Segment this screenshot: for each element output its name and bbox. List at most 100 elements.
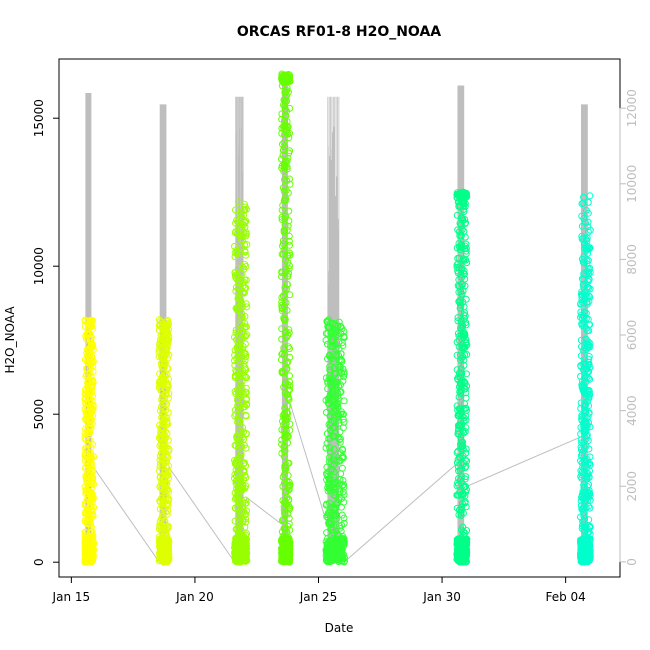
data-point [459,287,467,295]
y-axis-right: 0 2000 4000 6000 8000 10000 12000 [619,89,639,566]
data-point [323,513,331,521]
data-point [461,332,469,340]
data-point [460,269,468,277]
data-point [463,457,471,465]
data-point [327,375,335,383]
data-point [578,296,586,304]
data-point [283,391,291,399]
data-point [242,229,250,236]
data-point [86,416,94,424]
data-point [155,353,163,361]
data-point [239,517,247,525]
data-point [86,355,94,363]
data-point [283,126,291,134]
data-point [338,339,346,347]
data-point [457,221,465,229]
data-point [281,215,289,223]
data-point [330,473,338,481]
data-point [159,373,166,381]
data-point [240,476,247,484]
data-point [462,250,470,258]
data-point [329,526,337,534]
data-point [462,503,470,511]
y2-tick-label: 6000 [625,320,639,351]
data-point [462,321,470,329]
data-point [284,402,291,410]
data-point [240,441,248,449]
data-point [243,401,251,409]
data-point [578,547,585,555]
data-point [281,194,289,202]
data-point [240,468,248,475]
data-point [281,176,289,184]
data-point [281,88,289,96]
data-point [159,500,167,508]
data-point [241,523,249,531]
data-point [325,323,333,331]
data-point [457,390,464,398]
data-point [81,452,89,460]
data-point [286,420,294,428]
data-point [586,423,594,431]
data-point [237,312,245,320]
data-point [89,401,97,409]
data-point [238,431,246,439]
data-point [286,345,293,353]
points-rf05 [322,316,348,566]
data-point [577,352,585,360]
data-point [585,353,593,360]
data-point [340,370,348,378]
data-point [584,469,592,477]
data-point [578,222,586,230]
data-point [584,209,592,217]
data-point [235,375,243,383]
data-point [458,266,466,274]
data-point [457,318,465,325]
data-point [158,363,166,371]
x-tick-label: Feb 04 [545,590,585,604]
data-point [326,412,334,420]
data-point [279,516,287,524]
data-point [278,162,286,170]
data-point [284,189,292,197]
data-point [461,428,469,436]
data-point [83,412,91,420]
data-point [237,235,245,243]
data-point [232,549,240,557]
data-point [82,557,90,565]
data-point [330,424,338,432]
points-rf06 [453,188,471,566]
data-point [584,218,592,226]
data-point [87,316,95,324]
data-point [85,342,93,349]
data-point [583,524,591,532]
data-point [234,386,241,394]
data-point [328,378,336,386]
data-point [280,524,288,532]
data-point [234,539,242,547]
data-point [460,361,468,369]
data-point [240,508,248,516]
data-point [280,447,288,455]
data-point [235,284,242,291]
data-point [578,439,586,447]
data-point [87,357,95,365]
data-point [585,409,593,417]
data-point [86,496,94,504]
data-point [456,558,464,566]
data-point [461,542,468,550]
data-point [233,306,241,314]
data-point [159,344,166,352]
data-point [87,503,95,511]
data-point [584,460,592,467]
data-point [337,388,345,396]
data-point [580,447,587,455]
data-point [234,492,242,500]
data-point [164,330,172,338]
data-point [339,365,347,373]
data-point [237,450,245,458]
y-tick-label: 5000 [32,399,46,430]
data-point [85,517,93,525]
data-point [581,374,589,382]
data-point [327,329,335,337]
